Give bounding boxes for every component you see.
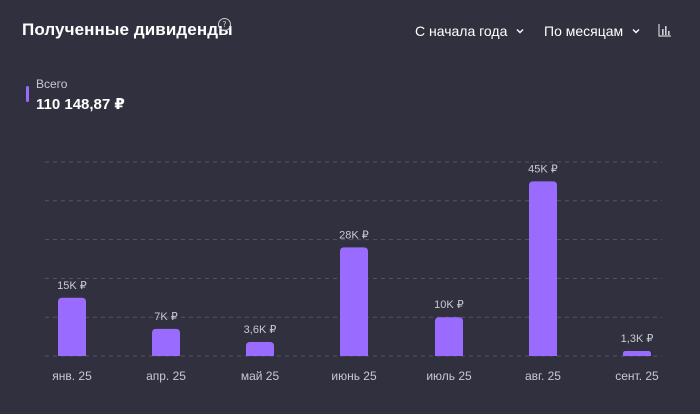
x-axis-tick-label: янв. 25 bbox=[52, 369, 92, 383]
bar-value-label: 10K ₽ bbox=[434, 299, 464, 311]
series-marker bbox=[26, 86, 29, 102]
bar-chart-icon[interactable] bbox=[658, 23, 672, 37]
bar-value-label: 15K ₽ bbox=[57, 280, 87, 292]
bar-value-label: 28K ₽ bbox=[339, 229, 369, 241]
x-axis-tick-label: июль 25 bbox=[426, 369, 472, 383]
page-title: Полученные дивиденды bbox=[22, 20, 233, 39]
dividends-bar-chart: 15K ₽ янв. 25 7K ₽ апр. 25 3,6K ₽ май 25 28K ₽… bbox=[45, 161, 662, 383]
chevron-down-icon bbox=[516, 29, 524, 34]
period-dropdown-label: С начала года bbox=[415, 23, 508, 39]
total-value: 110 148,87 ₽ bbox=[36, 96, 125, 113]
x-axis-tick-label: сент. 25 bbox=[615, 369, 659, 383]
x-axis-tick-label: апр. 25 bbox=[146, 369, 186, 383]
bar-value-label: 7K ₽ bbox=[154, 311, 178, 323]
chart-bar[interactable] bbox=[435, 317, 463, 356]
chart-bar[interactable] bbox=[246, 342, 274, 356]
chart-bar[interactable] bbox=[58, 297, 86, 356]
total-label: Всего bbox=[36, 77, 68, 91]
x-axis-tick-label: май 25 bbox=[241, 369, 280, 383]
bar-value-label: 3,6K ₽ bbox=[244, 324, 277, 336]
grouping-dropdown[interactable]: По месяцам bbox=[544, 21, 641, 41]
grouping-dropdown-label: По месяцам bbox=[544, 23, 624, 39]
chart-bar[interactable] bbox=[152, 328, 180, 356]
bar-value-label: 45K ₽ bbox=[528, 163, 558, 175]
chevron-down-icon bbox=[632, 29, 640, 34]
bar-value-label: 1,3K ₽ bbox=[621, 333, 654, 345]
x-axis-tick-label: июнь 25 bbox=[331, 369, 377, 383]
period-dropdown[interactable]: С начала года bbox=[415, 21, 525, 41]
chart-bar[interactable] bbox=[529, 181, 557, 356]
help-icon[interactable]: ? bbox=[218, 18, 231, 31]
chart-bar[interactable] bbox=[623, 350, 651, 356]
x-axis-tick-label: авг. 25 bbox=[525, 369, 561, 383]
chart-bar[interactable] bbox=[340, 247, 368, 356]
